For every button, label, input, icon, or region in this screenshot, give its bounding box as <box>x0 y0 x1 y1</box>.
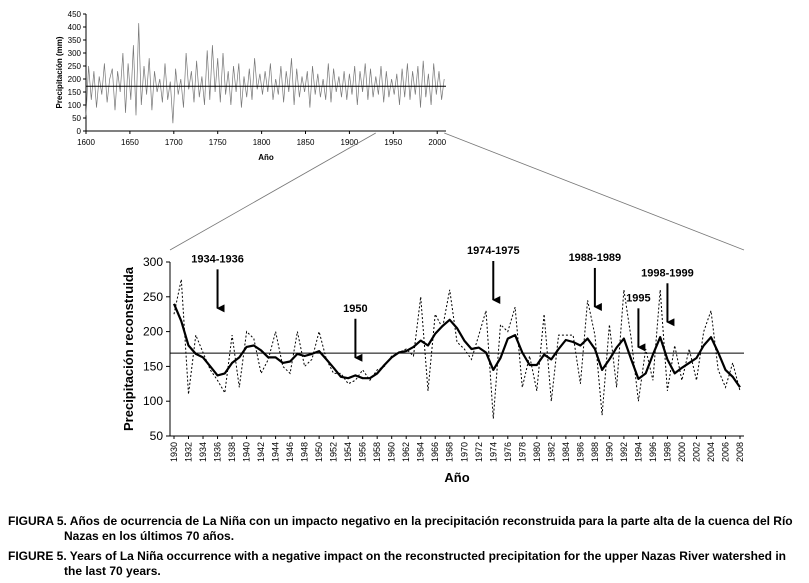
inset-y-tick-label: 0 <box>77 127 82 136</box>
annotation-label: 1974-1975 <box>467 245 520 257</box>
caption-spanish-line1: FIGURA 5. Años de ocurrencia de La Niña … <box>8 514 793 528</box>
inset-x-axis-title: Año <box>258 153 274 162</box>
main-x-tick-label: 1950 <box>314 442 324 462</box>
inset-y-axis-title: Precipitación (mm) <box>55 36 64 108</box>
inset-y-tick-label: 350 <box>68 36 82 45</box>
main-x-tick-label: 1936 <box>213 442 223 462</box>
main-x-tick-label: 1992 <box>619 442 629 462</box>
main-x-tick-label: 1938 <box>227 442 237 462</box>
inset-x-tick-label: 1600 <box>77 138 95 147</box>
main-x-tick-label: 1978 <box>517 442 527 462</box>
main-x-tick-label: 2008 <box>735 442 745 462</box>
main-x-tick-label: 1986 <box>575 442 585 462</box>
main-x-tick-label: 1994 <box>633 442 643 462</box>
main-x-tick-label: 1984 <box>561 442 571 462</box>
main-x-tick-label: 2006 <box>720 442 730 462</box>
main-x-tick-label: 1952 <box>329 442 339 462</box>
inset-y-tick-label: 450 <box>68 10 82 19</box>
main-y-tick-label: 150 <box>143 359 163 373</box>
main-x-tick-label: 1976 <box>503 442 513 462</box>
main-x-tick-label: 1944 <box>271 442 281 462</box>
inset-precipitation-series <box>85 23 445 124</box>
main-smoothed-series-bold <box>172 303 741 388</box>
inset-y-tick-label: 400 <box>68 23 82 32</box>
main-x-tick-label: 1960 <box>387 442 397 462</box>
main-annual-series-dotted <box>173 279 741 419</box>
main-x-tick-label: 1996 <box>648 442 658 462</box>
zoom-connector-lines <box>169 132 745 251</box>
inset-x-tick-label: 1700 <box>165 138 183 147</box>
main-x-tick-label: 1934 <box>198 442 208 462</box>
inset-x-tick-label: 1950 <box>384 138 402 147</box>
main-x-axis-title: Año <box>444 470 469 485</box>
inset-x-tick-label: 1650 <box>121 138 139 147</box>
main-y-tick-label: 50 <box>150 429 164 443</box>
main-x-tick-label: 1998 <box>662 442 672 462</box>
caption-english-line2: the last 70 years. <box>64 564 161 578</box>
main-x-tick-label: 2002 <box>691 442 701 462</box>
inset-x-tick-label: 1900 <box>341 138 359 147</box>
main-reconstructed-precipitation-chart: 50 100 150 200 250 300 1930 1932 1934 1936 1938 194… <box>121 245 745 485</box>
main-x-tick-label: 1940 <box>242 442 252 462</box>
inset-y-tick-label: 250 <box>68 62 82 71</box>
inset-x-tick-label: 1800 <box>253 138 271 147</box>
caption-english: FIGURE 5. Years of La Niña occurrence wi… <box>8 549 804 579</box>
main-x-tick-label: 1958 <box>372 442 382 462</box>
zoom-line-left <box>169 132 376 251</box>
main-x-tick-label: 1974 <box>488 442 498 462</box>
inset-x-tick-label: 2000 <box>428 138 446 147</box>
main-x-tick-label: 1988 <box>590 442 600 462</box>
main-x-tick-label: 1980 <box>532 442 542 462</box>
caption-spanish-line2: Nazas en los últimos 70 años. <box>64 529 235 543</box>
inset-y-tick-label: 100 <box>68 101 82 110</box>
main-x-tick-label: 1942 <box>256 442 266 462</box>
inset-precipitation-chart: 0 50 100 150 200 250 300 350 400 450 1600 1650 1700 1… <box>55 10 447 162</box>
main-x-tick-label: 1956 <box>358 442 368 462</box>
main-x-tick-label: 1948 <box>300 442 310 462</box>
inset-x-tick-label: 1850 <box>297 138 315 147</box>
main-x-tick-label: 2004 <box>706 442 716 462</box>
main-x-tick-label: 1966 <box>430 442 440 462</box>
inset-x-tick-label: 1750 <box>209 138 227 147</box>
inset-y-tick-label: 50 <box>72 114 81 123</box>
caption-spanish: FIGURA 5. Años de ocurrencia de La Niña … <box>8 514 804 544</box>
annotation-label: 1988-1989 <box>569 252 622 264</box>
annotation-label: 1998-1999 <box>641 267 694 279</box>
main-x-tick-label: 2000 <box>677 442 687 462</box>
main-x-tick-label: 1972 <box>474 442 484 462</box>
annotation-label: 1995 <box>626 292 650 304</box>
caption-english-line1: FIGURE 5. Years of La Niña occurrence wi… <box>8 549 786 563</box>
inset-y-tick-label: 150 <box>68 88 82 97</box>
main-y-tick-label: 100 <box>143 394 163 408</box>
main-y-tick-label: 200 <box>143 325 163 339</box>
main-y-axis-title: Precipitación reconstruida <box>121 266 136 431</box>
main-x-tick-label: 1946 <box>285 442 295 462</box>
zoom-line-right <box>444 132 745 251</box>
annotation-label: 1950 <box>343 303 367 315</box>
main-x-tick-label: 1930 <box>169 442 179 462</box>
main-x-tick-label: 1982 <box>546 442 556 462</box>
main-x-tick-label: 1962 <box>401 442 411 462</box>
main-x-tick-label: 1990 <box>604 442 614 462</box>
main-x-tick-label: 1964 <box>416 442 426 462</box>
main-x-tick-label: 1970 <box>459 442 469 462</box>
main-y-tick-label: 300 <box>143 255 163 269</box>
main-x-tick-label: 1968 <box>445 442 455 462</box>
main-y-tick-label: 250 <box>143 290 163 304</box>
main-x-tick-label: 1954 <box>343 442 353 462</box>
annotation-label: 1934-1936 <box>191 253 244 265</box>
main-x-tick-label: 1932 <box>184 442 194 462</box>
inset-y-tick-label: 300 <box>68 49 82 58</box>
inset-y-tick-label: 200 <box>68 75 82 84</box>
